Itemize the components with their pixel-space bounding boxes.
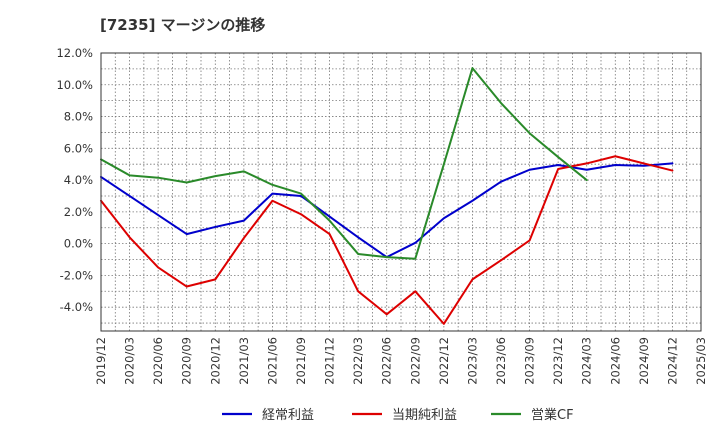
y-tick-label: 10.0% bbox=[56, 78, 93, 92]
x-tick-label: 2024/03 bbox=[580, 337, 594, 385]
y-tick-label: -2.0% bbox=[60, 268, 93, 282]
x-tick-label: 2020/03 bbox=[123, 337, 137, 385]
x-tick-label: 2023/03 bbox=[465, 337, 479, 385]
x-tick-label: 2022/09 bbox=[408, 337, 422, 385]
y-tick-label: 8.0% bbox=[64, 110, 93, 124]
y-tick-label: 6.0% bbox=[64, 141, 93, 155]
x-tick-label: 2021/06 bbox=[265, 337, 279, 385]
y-tick-label: 4.0% bbox=[64, 173, 93, 187]
legend-label: 当期純利益 bbox=[392, 408, 457, 423]
legend-label: 営業CF bbox=[531, 407, 574, 423]
x-tick-label: 2020/12 bbox=[208, 337, 222, 385]
x-tick-label: 2022/03 bbox=[351, 337, 365, 385]
x-tick-label: 2021/12 bbox=[323, 337, 337, 385]
x-tick-label: 2020/06 bbox=[151, 337, 165, 385]
y-tick-label: -4.0% bbox=[60, 300, 93, 314]
x-tick-label: 2019/12 bbox=[94, 337, 108, 385]
x-tick-label: 2024/09 bbox=[637, 337, 651, 385]
y-tick-label: 2.0% bbox=[64, 205, 93, 219]
plot-area bbox=[101, 53, 701, 331]
x-tick-label: 2024/12 bbox=[665, 337, 679, 385]
x-tick-label: 2025/03 bbox=[694, 337, 708, 385]
y-tick-label: 12.0% bbox=[56, 46, 93, 60]
x-tick-label: 2023/09 bbox=[523, 337, 537, 385]
x-tick-label: 2022/12 bbox=[437, 337, 451, 385]
x-tick-label: 2024/06 bbox=[608, 337, 622, 385]
series-line-3 bbox=[100, 67, 588, 260]
series-line-2 bbox=[100, 155, 674, 325]
y-tick-label: 0.0% bbox=[64, 237, 93, 251]
chart-title: [7235] マージンの推移 bbox=[100, 16, 266, 34]
x-tick-label: 2023/12 bbox=[551, 337, 565, 385]
x-tick-label: 2021/03 bbox=[237, 337, 251, 385]
legend-label: 経常利益 bbox=[262, 408, 314, 423]
x-tick-label: 2021/09 bbox=[294, 337, 308, 385]
plot-frame bbox=[100, 52, 702, 332]
x-tick-label: 2020/09 bbox=[180, 337, 194, 385]
x-tick-label: 2022/06 bbox=[380, 337, 394, 385]
x-tick-label: 2023/06 bbox=[494, 337, 508, 385]
